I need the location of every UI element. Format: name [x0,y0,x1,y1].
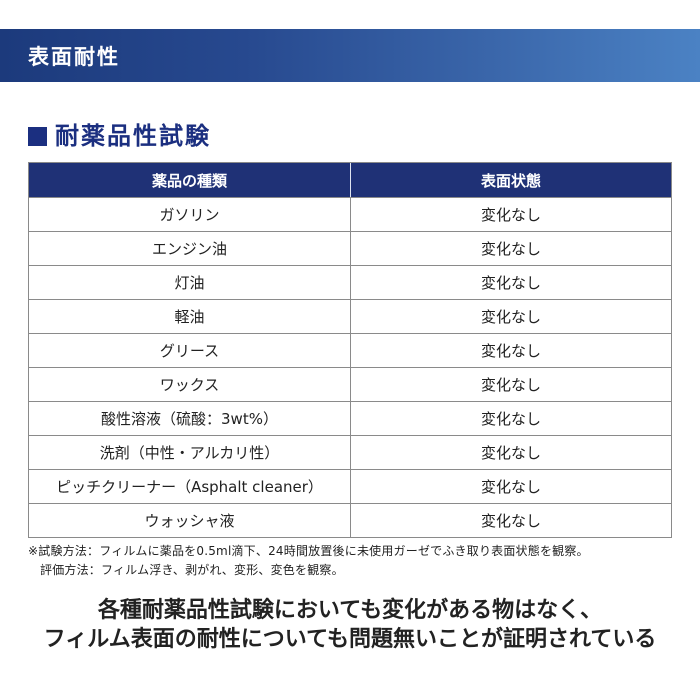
table-row: グリース 変化なし [29,333,671,367]
test-method-footnotes: ※試験方法：フィルムに薬品を0.5ml滴下、24時間放置後に未使用ガーゼでふき取… [28,542,589,580]
surface-state-cell: 変化なし [350,368,671,401]
conclusion-text: 各種耐薬品性試験においても変化がある物はなく、 フィルム表面の耐性についても問題… [0,596,700,654]
surface-state-cell: 変化なし [350,232,671,265]
surface-state-cell: 変化なし [350,504,671,537]
section-heading: 耐薬品性試験 [28,124,211,148]
chemical-name-cell: エンジン油 [151,240,227,258]
page-header-banner: 表面耐性 [0,29,700,82]
table-row: ウォッシャ液 変化なし [29,503,671,537]
table-row: ピッチクリーナー（Asphalt cleaner） 変化なし [29,469,671,503]
section-title: 耐薬品性試験 [55,122,211,150]
table-row: 酸性溶液（硫酸：3wt%） 変化なし [29,401,671,435]
conclusion-line-1: 各種耐薬品性試験においても変化がある物はなく、 [97,598,603,623]
surface-state-cell: 変化なし [350,300,671,333]
chemical-resistance-table: 薬品の種類 表面状態 ガソリン 変化なし エンジン油 変化なし 灯油 変化なし 軽油 変化なし… [28,162,672,538]
chemical-name-cell: 酸性溶液（硫酸：3wt%） [101,410,278,428]
conclusion-line-2: フィルム表面の耐性についても問題無いことが証明されている [43,627,657,652]
chemical-name-cell: ガソリン [159,206,220,224]
chemical-name-cell: グリース [159,342,220,360]
table-row: ガソリン 変化なし [29,197,671,231]
footnote-evaluation-method: 評価方法：フィルム浮き、剥がれ、変形、変色を観察。 [40,563,344,577]
surface-state-cell: 変化なし [350,198,671,231]
page-title: 表面耐性 [28,44,120,69]
chemical-name-cell: 洗剤（中性・アルカリ性） [99,444,280,462]
section-marker-square-icon [28,126,47,146]
column-header-surface-state: 表面状態 [350,163,671,197]
footnote-test-method: ※試験方法：フィルムに薬品を0.5ml滴下、24時間放置後に未使用ガーゼでふき取… [28,544,589,558]
chemical-name-cell: ピッチクリーナー（Asphalt cleaner） [56,478,323,496]
chemical-name-cell: 軽油 [174,308,205,326]
chemical-name-cell: ウォッシャ液 [144,512,235,530]
surface-state-cell: 変化なし [350,436,671,469]
surface-state-cell: 変化なし [350,266,671,299]
table-row: 軽油 変化なし [29,299,671,333]
table-row: 灯油 変化なし [29,265,671,299]
surface-state-cell: 変化なし [350,470,671,503]
table-row: 洗剤（中性・アルカリ性） 変化なし [29,435,671,469]
chemical-name-cell: 灯油 [174,274,205,292]
surface-state-cell: 変化なし [350,402,671,435]
surface-state-cell: 変化なし [350,334,671,367]
table-row: エンジン油 変化なし [29,231,671,265]
column-header-chemical-type: 薬品の種類 [151,171,227,190]
table-row: ワックス 変化なし [29,367,671,401]
chemical-name-cell: ワックス [159,376,220,394]
table-header-row: 薬品の種類 表面状態 [29,163,671,197]
